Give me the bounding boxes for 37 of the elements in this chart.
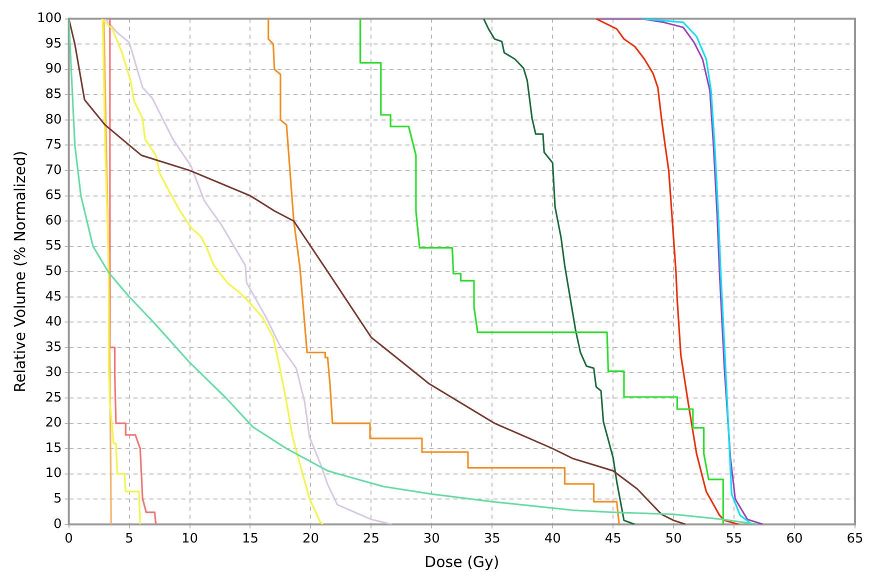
- y-axis-title: Relative Volume (% Normalized): [10, 150, 29, 392]
- y-tick-label: 50: [45, 264, 62, 279]
- y-tick-label: 85: [45, 87, 62, 102]
- x-tick-label: 30: [423, 532, 440, 547]
- y-tick-label: 15: [45, 440, 62, 456]
- y-tick-label: 65: [45, 188, 62, 204]
- y-tick-label: 100: [36, 11, 62, 26]
- y-tick-label: 0: [54, 516, 62, 532]
- y-tick-label: 25: [45, 390, 62, 406]
- x-tick-label: 60: [786, 532, 803, 547]
- y-tick-label: 95: [45, 36, 62, 52]
- y-tick-label: 20: [45, 416, 62, 431]
- x-tick-label: 0: [64, 532, 73, 547]
- x-tick-label: 5: [125, 532, 134, 547]
- x-tick-label: 65: [846, 532, 864, 547]
- y-tick-label: 90: [45, 62, 62, 77]
- y-tick-label: 45: [45, 289, 62, 304]
- x-tick-label: 25: [362, 532, 380, 547]
- y-tick-label: 60: [45, 213, 62, 228]
- y-tick-label: 5: [54, 491, 62, 506]
- x-axis-title: Dose (Gy): [424, 552, 500, 571]
- y-tick-label: 35: [45, 340, 62, 355]
- x-tick-label: 50: [665, 532, 682, 547]
- x-tick-label: 45: [604, 532, 622, 547]
- x-tick-label: 40: [544, 532, 561, 547]
- y-tick-label: 30: [45, 365, 62, 380]
- y-tick-label: 40: [45, 314, 62, 330]
- y-tick-label: 10: [45, 466, 62, 482]
- x-tick-label: 55: [726, 532, 742, 547]
- x-tick-label: 15: [242, 532, 259, 547]
- x-tick-label: 10: [181, 532, 198, 547]
- x-tick-label: 20: [302, 532, 319, 547]
- y-tick-label: 70: [45, 162, 62, 178]
- y-tick-label: 75: [45, 138, 62, 153]
- y-tick-label: 55: [45, 238, 62, 254]
- y-tick-label: 80: [45, 112, 62, 128]
- x-tick-label: 35: [484, 532, 500, 547]
